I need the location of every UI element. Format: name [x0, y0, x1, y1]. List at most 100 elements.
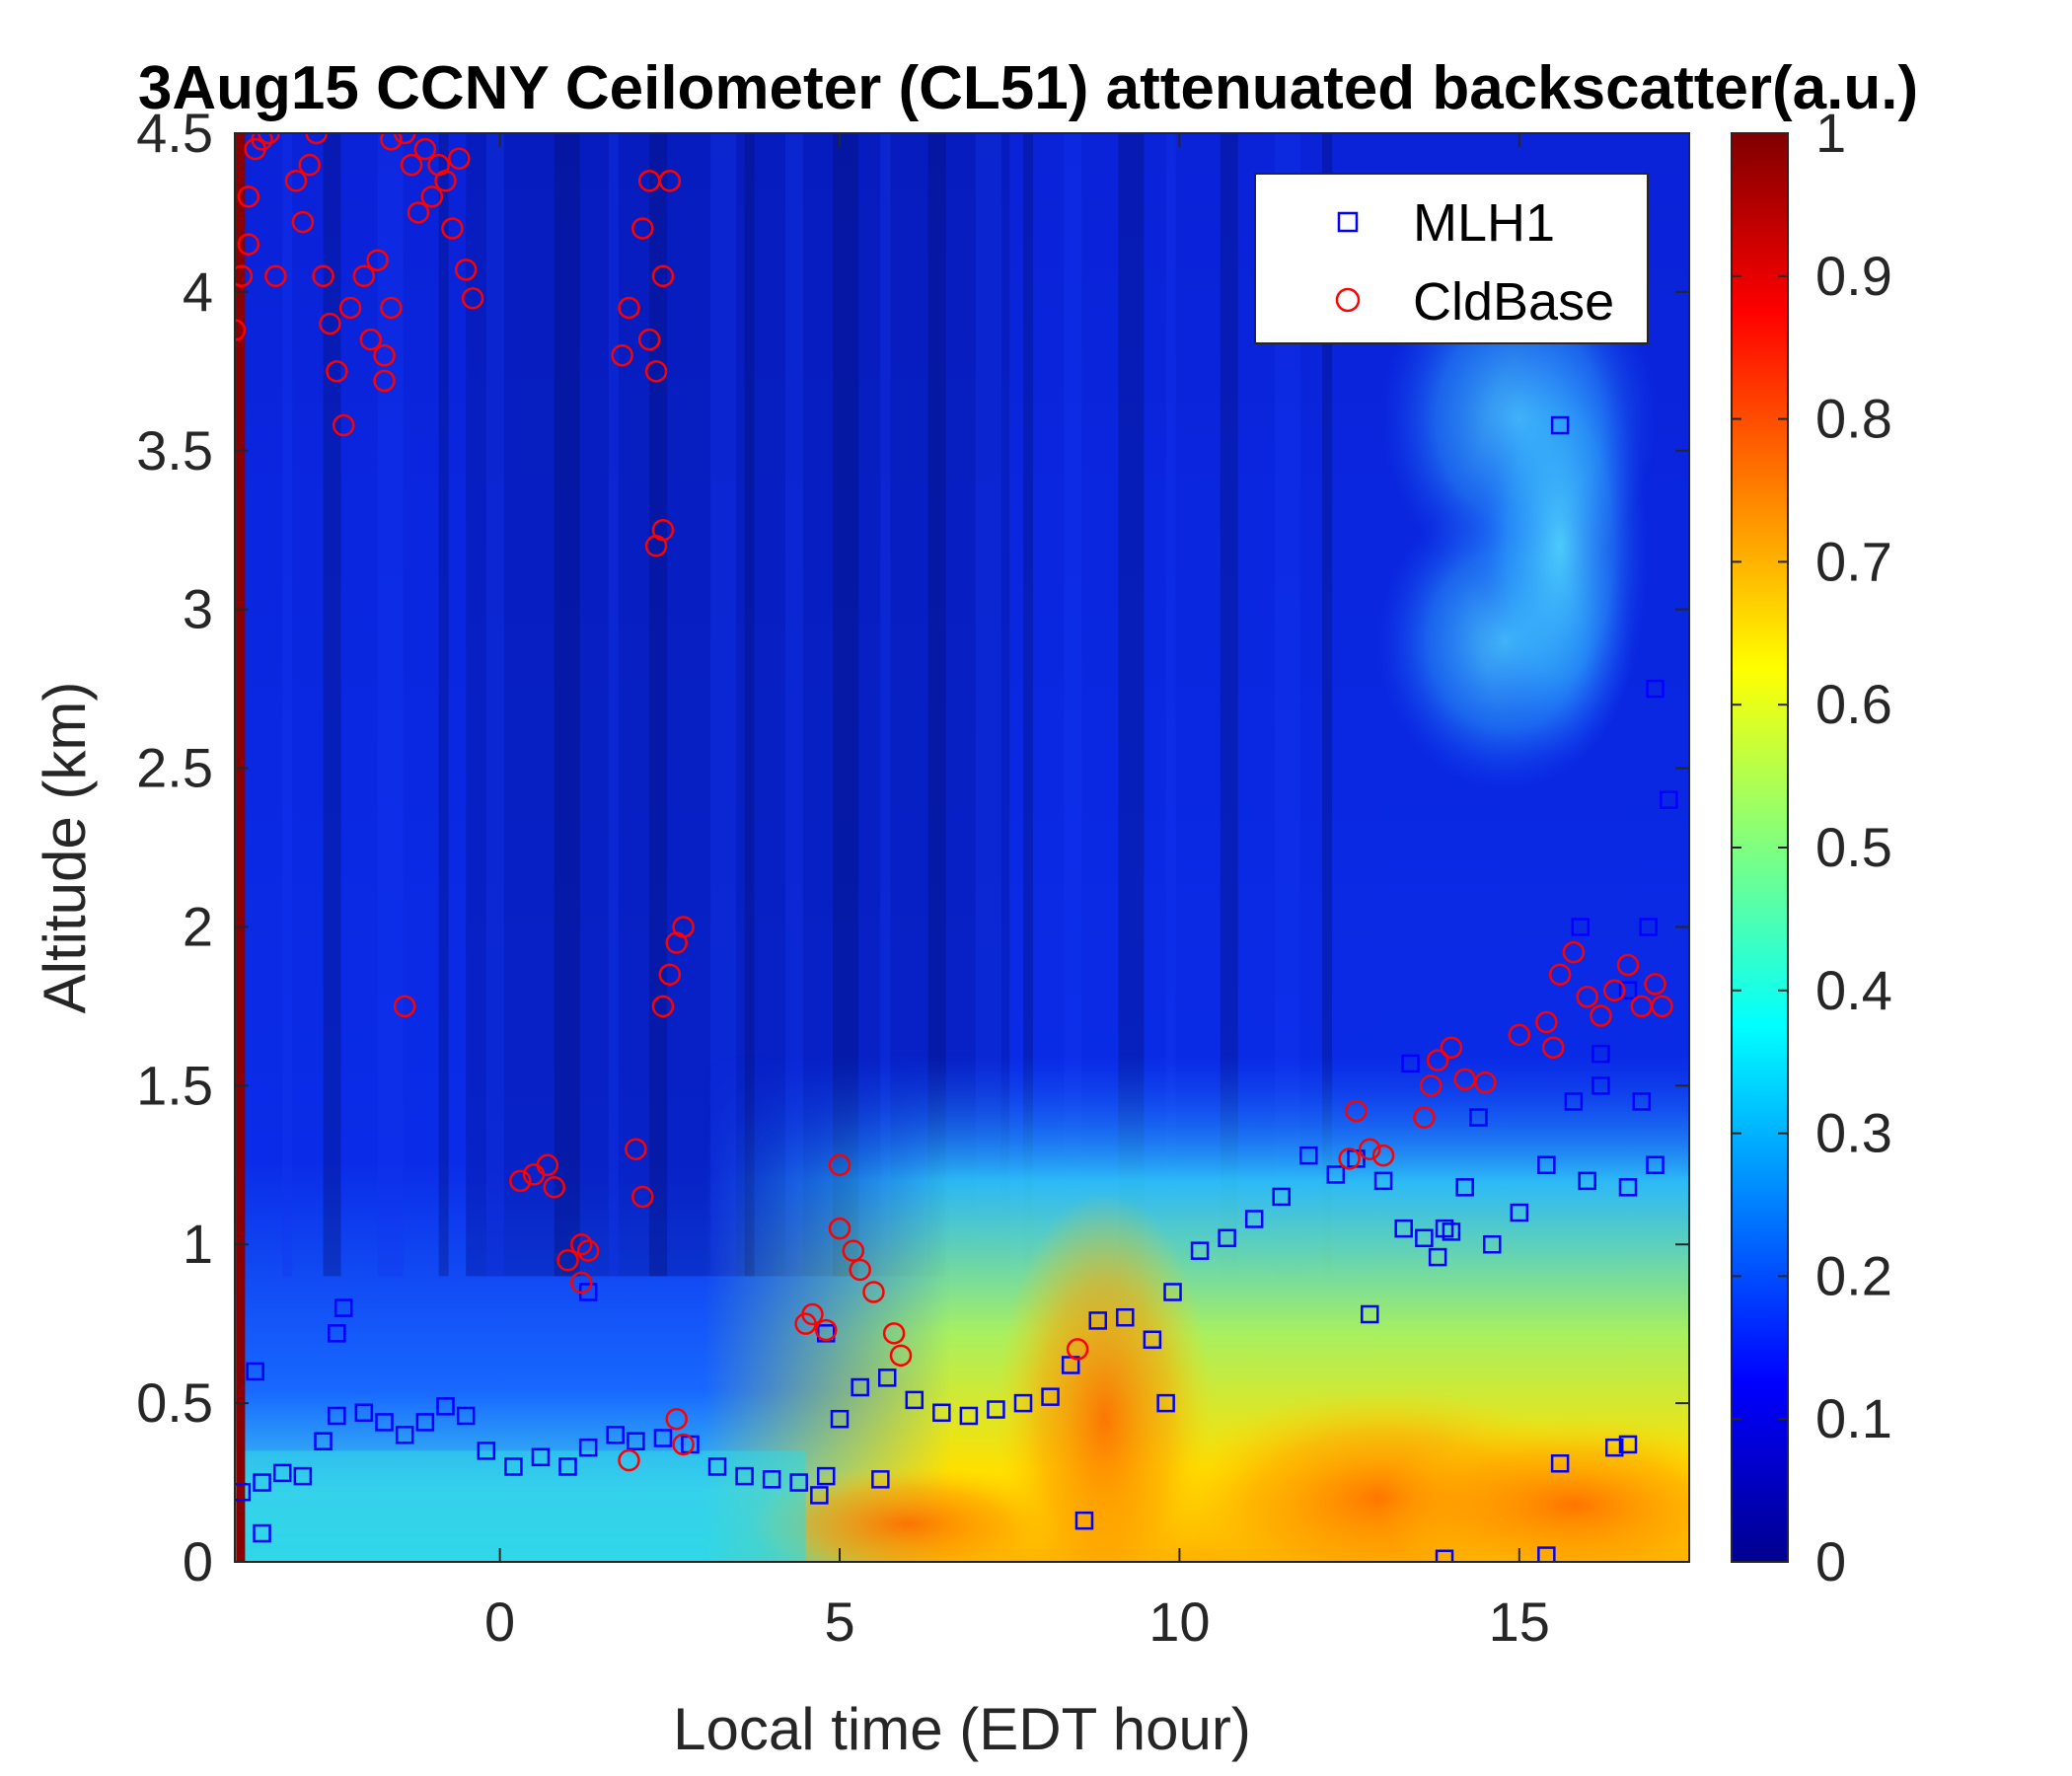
cldbase-point — [862, 1281, 885, 1303]
cldbase-point — [801, 1302, 824, 1326]
colorbar-tick-label: 0.5 — [1815, 816, 1892, 878]
heatmap-streak — [554, 133, 580, 1277]
cldbase-point — [264, 264, 287, 288]
cldbase-point — [658, 963, 682, 986]
mlh1-point — [1550, 415, 1570, 435]
cldbase-point — [298, 153, 322, 177]
mlh1-point — [707, 1457, 727, 1476]
cldbase-point — [651, 518, 675, 542]
cldbase-point — [380, 133, 403, 151]
cldbase-point — [1426, 1049, 1449, 1072]
x-tick-label: 0 — [484, 1591, 515, 1653]
mlh1-point — [1299, 1146, 1318, 1165]
cldbase-point — [326, 360, 348, 383]
mlh1-point — [578, 1438, 598, 1457]
cldbase-point — [434, 170, 457, 192]
cldbase-point — [611, 343, 633, 367]
heatmap-streak — [1322, 133, 1333, 1277]
axes: 0 5 10 15 0 0.5 1 1.5 2 2.5 3 3.5 4 4.5 — [136, 102, 1689, 1653]
cldbase-point — [407, 201, 430, 224]
y-tick-label: 3.5 — [136, 419, 213, 481]
mlh1-point — [1401, 1054, 1420, 1073]
cldbase-point — [849, 1258, 871, 1282]
y-tick-label: 3 — [183, 578, 213, 640]
mlh1-point — [1591, 1044, 1610, 1064]
heatmap-edge-line — [236, 133, 246, 1562]
cldbase-point — [448, 147, 471, 170]
colorbar-tick-label: 0.2 — [1815, 1244, 1892, 1306]
x-tick-label: 15 — [1489, 1591, 1550, 1653]
mlh1-point — [1469, 1108, 1488, 1127]
mlh1-point — [436, 1397, 455, 1416]
y-tick-label: 0 — [183, 1530, 213, 1592]
cldbase-point — [672, 916, 695, 938]
mlh1-point — [1604, 1438, 1624, 1457]
mlh1-point — [1646, 1155, 1665, 1175]
cldbase-point — [631, 1185, 654, 1209]
mlh1-point — [328, 1406, 346, 1426]
heatmap-streak — [1022, 133, 1033, 1277]
cldbase-point — [461, 287, 484, 310]
cldbase-point — [625, 1138, 647, 1160]
cldbase-point — [1508, 1023, 1531, 1047]
mlh1-point — [1639, 918, 1658, 936]
mlh1-point — [253, 1523, 271, 1543]
cldbase-point — [644, 360, 668, 383]
mlh1-point — [1163, 1283, 1182, 1301]
y-tick-label: 4 — [183, 260, 213, 323]
cldbase-point — [576, 1239, 600, 1262]
cldbase-point — [637, 328, 661, 351]
mlh1-point — [1646, 679, 1665, 699]
mlh1-point — [1074, 1511, 1094, 1530]
cldbase-point — [1616, 953, 1640, 977]
cldbase-point — [393, 995, 416, 1018]
cldbase-point — [338, 296, 362, 320]
y-tick-label: 2.5 — [136, 737, 213, 799]
mlh1-point — [1218, 1228, 1236, 1248]
legend-mlh1-label: MLH1 — [1413, 193, 1555, 253]
mlh1-point — [987, 1400, 1005, 1419]
cldbase-point — [1440, 1036, 1463, 1059]
mlh1-point — [606, 1426, 625, 1444]
cldbase-point — [1359, 1138, 1381, 1160]
mlh1-point — [1455, 1178, 1474, 1197]
legend-cldbase-marker — [1335, 287, 1361, 313]
cldbase-point — [373, 343, 396, 367]
cldbase-point — [570, 1271, 593, 1295]
cldbase-point — [291, 210, 315, 234]
cldbase-point — [618, 296, 640, 320]
mlh1-point — [272, 1463, 292, 1483]
cldbase-point — [828, 1217, 851, 1240]
cldbase-point — [556, 1249, 579, 1272]
mlh1-point — [1156, 1393, 1175, 1413]
mlh1-point — [1571, 918, 1591, 936]
cldbase-point — [672, 1433, 695, 1456]
mlh1-point — [789, 1473, 808, 1492]
cldbase-point — [400, 153, 423, 177]
colorbar-tick-label: 0.3 — [1815, 1102, 1892, 1164]
heatmap-streak — [1165, 133, 1176, 1277]
cldbase-point — [366, 249, 389, 271]
mlh1-point — [1660, 790, 1678, 809]
cldbase-point — [237, 185, 260, 208]
heatmap-warm-spot — [996, 1192, 1214, 1562]
colorbar: 0 0.1 0.2 0.3 0.4 0.5 0.6 0.7 0.8 0.9 1 — [1731, 102, 1892, 1592]
legend-box — [1254, 173, 1649, 344]
cldbase-point — [1474, 1071, 1497, 1094]
cldbase-point — [420, 185, 443, 208]
mlh1-point — [456, 1406, 476, 1426]
cldbase-point — [237, 233, 260, 256]
mlh1-point — [531, 1447, 551, 1467]
cldbase-point — [814, 1318, 838, 1342]
mlh1-series — [235, 415, 1678, 1562]
plot-frame — [234, 132, 1690, 1563]
y-tick-label: 0.5 — [136, 1371, 213, 1434]
cldbase-point — [1345, 1099, 1368, 1123]
mlh1-point — [1442, 1222, 1461, 1241]
mlh1-point — [1088, 1311, 1108, 1330]
colorbar-tick-label: 0 — [1815, 1530, 1846, 1592]
mlh1-point — [830, 1409, 850, 1429]
legend-mlh1-marker — [1337, 211, 1359, 233]
mlh1-point — [932, 1403, 951, 1423]
cldbase-point — [393, 133, 416, 145]
